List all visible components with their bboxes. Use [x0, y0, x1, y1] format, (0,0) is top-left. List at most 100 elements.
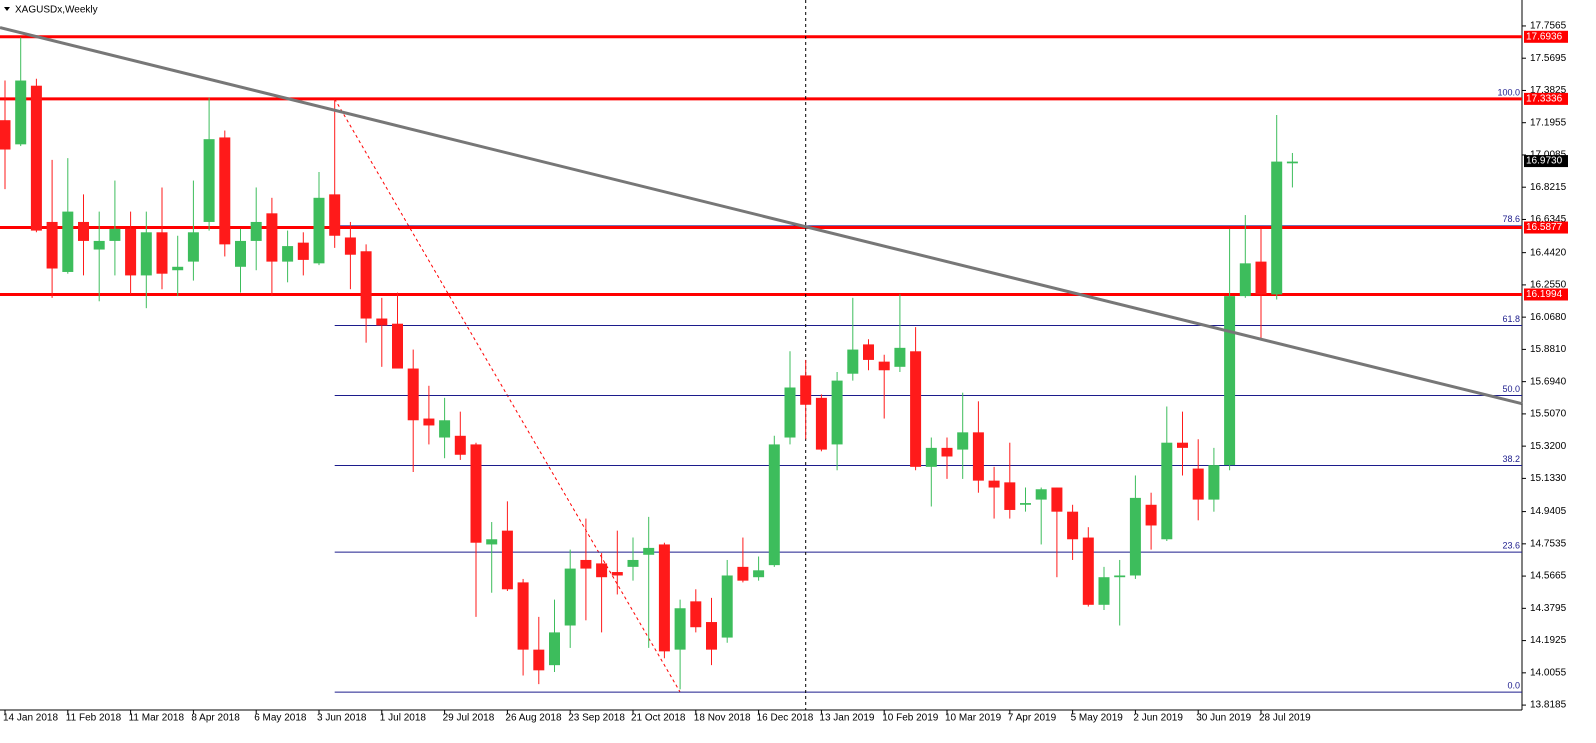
- candle-body: [1239, 263, 1251, 297]
- x-tick-label: 7 Apr 2019: [1008, 713, 1057, 724]
- candle-body: [1255, 261, 1267, 295]
- candle-body: [627, 559, 639, 567]
- candle-body: [706, 622, 717, 650]
- candle-body: [847, 349, 859, 374]
- candle-body: [674, 608, 686, 650]
- x-tick-label: 16 Dec 2018: [757, 713, 814, 724]
- candle-body: [297, 242, 309, 260]
- y-tick-label: 15.1330: [1530, 473, 1567, 484]
- candle-body: [470, 444, 482, 543]
- y-tick-label: 16.0680: [1530, 312, 1567, 323]
- candle-body: [737, 566, 749, 581]
- candle-body: [1129, 497, 1141, 576]
- candle-body: [1098, 577, 1110, 605]
- candle-body: [972, 432, 984, 481]
- fib-label: 78.6: [1502, 214, 1520, 224]
- candle-body: [753, 570, 765, 578]
- candle-body: [313, 197, 325, 264]
- y-tick-label: 16.6345: [1530, 214, 1567, 225]
- trendline: [0, 26, 1523, 406]
- candle-body: [1051, 487, 1063, 512]
- level-label: 16.1994: [1526, 289, 1563, 300]
- y-tick-label: 15.8810: [1530, 344, 1567, 355]
- candle-body: [1020, 503, 1031, 505]
- candle-body: [1177, 442, 1188, 448]
- candle-body: [187, 232, 199, 262]
- x-tick-label: 28 Jul 2019: [1259, 713, 1311, 724]
- fib-label: 100.0: [1497, 87, 1520, 97]
- candle-body: [863, 344, 874, 360]
- x-tick-label: 26 Aug 2018: [505, 713, 562, 724]
- candle-body: [596, 563, 608, 578]
- candle-body: [376, 318, 388, 326]
- x-tick-label: 23 Sep 2018: [568, 713, 625, 724]
- x-tick-label: 14 Jan 2018: [3, 713, 58, 724]
- candle-body: [266, 213, 278, 262]
- x-tick-label: 8 Apr 2018: [191, 713, 240, 724]
- candle-body: [564, 568, 576, 626]
- y-tick-label: 14.5665: [1530, 571, 1567, 582]
- x-tick-label: 1 Jul 2018: [380, 713, 427, 724]
- candle-body: [815, 397, 827, 450]
- candle-body: [78, 221, 89, 241]
- candle-body: [580, 559, 592, 569]
- candle-body: [62, 211, 74, 272]
- candle-body: [1286, 161, 1298, 164]
- x-tick-label: 13 Jan 2019: [819, 713, 874, 724]
- candle-body: [219, 137, 231, 245]
- x-tick-label: 2 Jun 2019: [1133, 713, 1183, 724]
- x-tick-label: 6 May 2018: [254, 713, 307, 724]
- candle-body: [1208, 465, 1220, 500]
- candle-body: [486, 539, 498, 545]
- candle-body: [1224, 296, 1236, 466]
- candle-body: [1067, 511, 1079, 540]
- level-tag: [1524, 288, 1568, 301]
- candle-body: [454, 435, 466, 455]
- candle-body: [941, 447, 953, 457]
- candle-body: [690, 601, 702, 628]
- candle-body: [1114, 575, 1126, 578]
- candle-body: [501, 530, 513, 590]
- y-tick-label: 14.1925: [1530, 635, 1567, 646]
- x-tick-label: 10 Mar 2019: [945, 713, 1002, 724]
- candle-body: [1035, 489, 1047, 500]
- x-tick-label: 18 Nov 2018: [694, 713, 751, 724]
- candle-body: [533, 649, 545, 671]
- y-tick-label: 16.4420: [1530, 247, 1567, 258]
- candle-body: [658, 544, 670, 652]
- y-tick-label: 17.5695: [1530, 53, 1567, 64]
- x-tick-label: 10 Feb 2019: [882, 713, 939, 724]
- y-tick-label: 13.8185: [1530, 700, 1567, 711]
- y-tick-label: 14.0055: [1530, 667, 1567, 678]
- x-tick-label: 3 Jun 2018: [317, 713, 367, 724]
- candle-body: [125, 228, 137, 276]
- candle-body: [203, 139, 215, 222]
- y-tick-label: 16.2550: [1530, 280, 1567, 291]
- menu-arrow: [4, 7, 10, 11]
- candle-body: [1082, 537, 1094, 605]
- candle-body: [925, 447, 937, 467]
- level-tag: [1524, 221, 1568, 234]
- candle-body: [517, 582, 529, 650]
- y-tick-label: 14.3795: [1530, 603, 1567, 614]
- candle-body: [0, 120, 11, 150]
- x-tick-label: 11 Mar 2018: [129, 713, 185, 724]
- candle-body: [611, 572, 623, 576]
- candle-body: [1004, 482, 1016, 510]
- fib-label: 50.0: [1502, 384, 1520, 394]
- candle-body: [172, 266, 184, 271]
- candle-body: [46, 221, 58, 269]
- candle-body: [140, 232, 152, 276]
- candle-body: [1271, 161, 1283, 295]
- candle-body: [1161, 442, 1173, 540]
- candle-body: [549, 632, 560, 666]
- candle-body: [109, 228, 121, 241]
- candle-body: [721, 575, 733, 638]
- candle-body: [894, 347, 906, 367]
- candle-body: [235, 240, 246, 267]
- x-tick-label: 21 Oct 2018: [631, 713, 686, 724]
- candle-body: [784, 387, 796, 438]
- fib-label: 61.8: [1502, 314, 1520, 324]
